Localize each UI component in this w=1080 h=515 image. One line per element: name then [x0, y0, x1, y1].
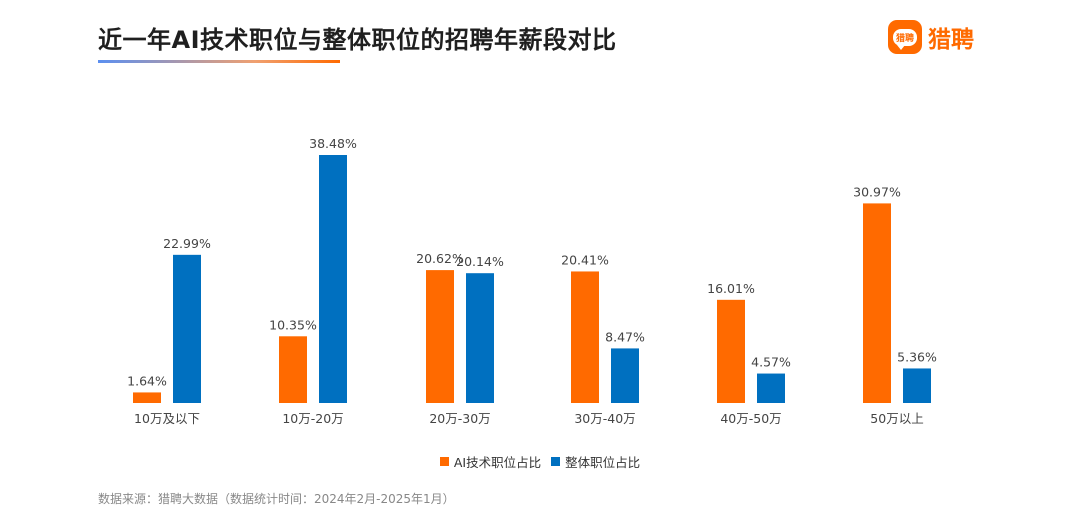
bar-ai-1 [279, 336, 307, 403]
data-label-ai-3: 20.41% [561, 252, 609, 267]
x-tick-label: 20万-30万 [429, 411, 490, 426]
legend-swatch-ai [439, 457, 449, 466]
bar-ai-4 [717, 299, 745, 403]
chart-legend: AI技术职位占比 整体职位占比 [0, 452, 1080, 471]
data-label-overall-2: 20.14% [456, 254, 504, 269]
data-label-ai-0: 1.64% [127, 373, 167, 388]
data-label-ai-5: 30.97% [853, 184, 901, 199]
legend-label-ai: AI技术职位占比 [453, 455, 542, 470]
x-tick-label: 10万-20万 [282, 411, 343, 426]
data-label-overall-1: 38.48% [309, 136, 357, 151]
bar-overall-5 [903, 368, 931, 403]
bar-overall-0 [173, 254, 201, 403]
chart-title: 近一年AI技术职位与整体职位的招聘年薪段对比 [98, 26, 617, 54]
logo-bubble: 猎聘 [893, 28, 917, 50]
legend-item-overall: 整体职位占比 [551, 452, 640, 471]
legend-item-ai: AI技术职位占比 [439, 452, 542, 471]
x-tick-label: 30万-40万 [574, 411, 635, 426]
bar-chart: 1.64% 22.99% 10万及以下 10.35% 38.48% 10万-20万 20.6… [127, 136, 937, 426]
legend-swatch-overall [551, 457, 561, 466]
x-tick-label: 40万-50万 [720, 411, 781, 426]
data-label-overall-3: 8.47% [605, 329, 645, 344]
data-label-overall-5: 5.36% [897, 349, 937, 364]
data-label-overall-4: 4.57% [751, 355, 791, 370]
data-label-ai-1: 10.35% [269, 317, 317, 332]
bar-ai-3 [571, 271, 599, 403]
bar-ai-2 [426, 270, 454, 403]
bar-ai-5 [863, 203, 891, 403]
liepin-logo: 猎聘 猎聘 [888, 20, 974, 54]
title-underline [98, 60, 340, 63]
bar-overall-4 [757, 373, 785, 403]
bar-overall-3 [611, 348, 639, 403]
x-tick-label: 10万及以下 [134, 411, 200, 426]
bar-overall-1 [319, 155, 347, 403]
logo-icon: 猎聘 [888, 20, 922, 54]
legend-label-overall: 整体职位占比 [565, 455, 641, 470]
data-label-ai-2: 20.62% [416, 251, 464, 266]
x-tick-label: 50万以上 [870, 411, 923, 426]
data-label-overall-0: 22.99% [163, 236, 211, 251]
logo-text: 猎聘 [928, 27, 974, 53]
bar-overall-2 [466, 273, 494, 403]
data-source-note: 数据来源：猎聘大数据（数据统计时间：2024年2月-2025年1月） [98, 492, 455, 506]
data-label-ai-4: 16.01% [707, 281, 755, 296]
bar-ai-0 [133, 392, 161, 403]
